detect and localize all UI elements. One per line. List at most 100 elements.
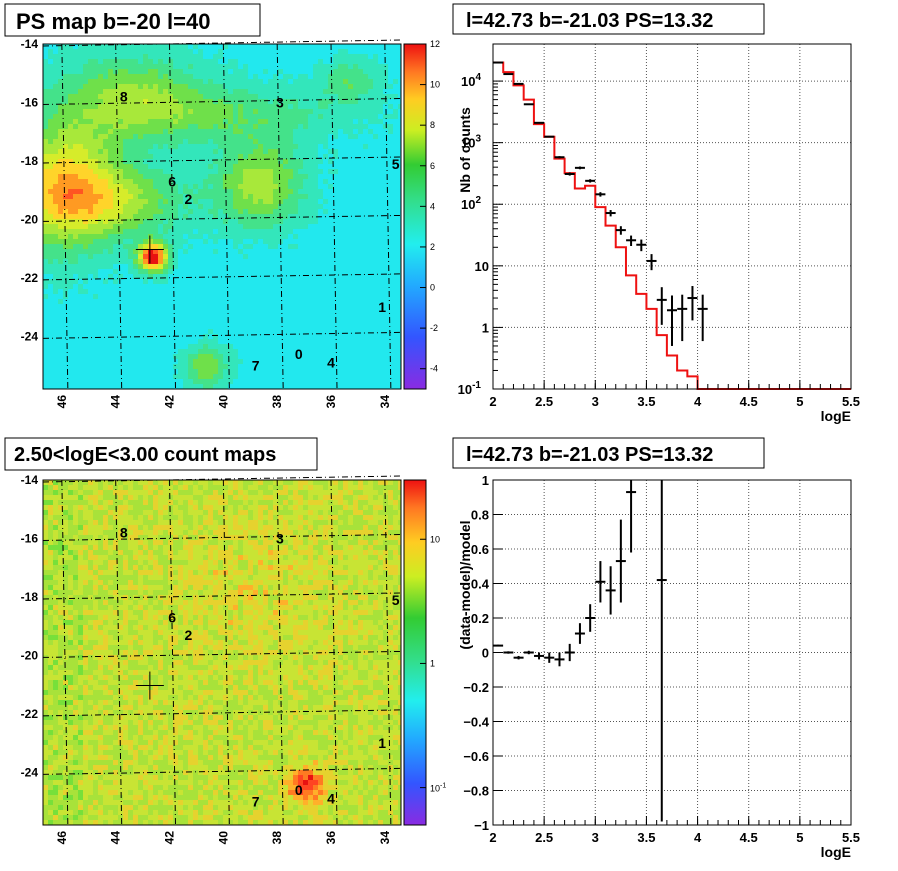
heatmap-cell: [168, 550, 173, 555]
heatmap-cell: [283, 565, 288, 570]
heatmap-cell: [233, 94, 238, 99]
heatmap-cell: [208, 139, 213, 144]
heatmap-cell: [143, 635, 148, 640]
heatmap-cell: [243, 224, 248, 229]
heatmap-cell: [353, 625, 358, 630]
heatmap-cell: [113, 164, 118, 169]
heatmap-cell: [223, 550, 228, 555]
heatmap-cell: [248, 485, 253, 490]
heatmap-cell: [163, 199, 168, 204]
heatmap-cell: [183, 189, 188, 194]
heatmap-cell: [258, 214, 263, 219]
heatmap-cell: [398, 615, 401, 620]
heatmap-cell: [243, 625, 248, 630]
heatmap-cell: [308, 485, 313, 490]
heatmap-cell: [128, 109, 133, 114]
heatmap-cell: [83, 525, 88, 530]
heatmap-cell: [338, 555, 343, 560]
heatmap-cell: [258, 620, 263, 625]
heatmap-cell: [198, 199, 203, 204]
heatmap-cell: [273, 535, 278, 540]
heatmap-cell: [108, 144, 113, 149]
heatmap-cell: [58, 149, 63, 154]
heatmap-cell: [303, 179, 308, 184]
heatmap-cell: [83, 274, 88, 279]
heatmap-cell: [238, 540, 243, 545]
heatmap-cell: [248, 149, 253, 154]
heatmap-cell: [63, 174, 68, 179]
heatmap-cell: [258, 515, 263, 520]
heatmap-cell: [283, 194, 288, 199]
heatmap-cell: [213, 545, 218, 550]
heatmap-cell: [123, 640, 128, 645]
heatmap-cell: [383, 485, 388, 490]
heatmap-cell: [78, 84, 83, 89]
heatmap-cell: [188, 590, 193, 595]
heatmap-cell: [243, 174, 248, 179]
heatmap-cell: [288, 590, 293, 595]
heatmap-cell: [123, 174, 128, 179]
heatmap-cell: [373, 635, 378, 640]
heatmap-cell: [223, 144, 228, 149]
heatmap-cell: [158, 254, 163, 259]
heatmap-cell: [63, 104, 68, 109]
heatmap-cell: [383, 525, 388, 530]
heatmap-cell: [263, 580, 268, 585]
heatmap-cell: [83, 515, 88, 520]
heatmap-cell: [278, 635, 283, 640]
heatmap-cell: [203, 184, 208, 189]
heatmap-cell: [293, 630, 298, 635]
heatmap-cell: [278, 590, 283, 595]
heatmap-cell: [98, 99, 103, 104]
heatmap-cell: [143, 84, 148, 89]
heatmap-cell: [193, 144, 198, 149]
heatmap-cell: [233, 495, 238, 500]
heatmap-cell: [48, 79, 53, 84]
heatmap-cell: [93, 124, 98, 129]
heatmap-cell: [133, 199, 138, 204]
heatmap-cell: [353, 590, 358, 595]
heatmap-cell: [198, 114, 203, 119]
heatmap-cell: [223, 79, 228, 84]
heatmap-cell: [88, 94, 93, 99]
heatmap-cell: [163, 590, 168, 595]
heatmap-cell: [313, 189, 318, 194]
heatmap-cell: [43, 259, 48, 264]
heatmap-cell: [358, 510, 363, 515]
heatmap-cell: [143, 189, 148, 194]
heatmap-cell: [363, 535, 368, 540]
heatmap-cell: [163, 124, 168, 129]
heatmap-cell: [368, 495, 373, 500]
heatmap-cell: [308, 605, 313, 610]
heatmap-cell: [63, 194, 68, 199]
heatmap-cell: [388, 545, 393, 550]
heatmap-cell: [153, 480, 158, 485]
heatmap-cell: [338, 590, 343, 595]
heatmap-cell: [313, 485, 318, 490]
heatmap-cell: [218, 234, 223, 239]
heatmap-cell: [223, 154, 228, 159]
heatmap-cell: [143, 164, 148, 169]
heatmap-cell: [113, 249, 118, 254]
heatmap-cell: [78, 134, 83, 139]
heatmap-cell: [193, 159, 198, 164]
heatmap-cell: [318, 595, 323, 600]
heatmap-cell: [188, 139, 193, 144]
heatmap-cell: [63, 214, 68, 219]
heatmap-cell: [138, 194, 143, 199]
heatmap-cell: [88, 525, 93, 530]
heatmap-cell: [223, 565, 228, 570]
heatmap-cell: [238, 239, 243, 244]
heatmap-cell: [93, 620, 98, 625]
heatmap-cell: [93, 495, 98, 500]
heatmap-cell: [158, 580, 163, 585]
heatmap-cell: [323, 114, 328, 119]
heatmap-cell: [68, 545, 73, 550]
heatmap-cell: [338, 605, 343, 610]
heatmap-cell: [103, 520, 108, 525]
heatmap-cell: [193, 169, 198, 174]
heatmap-cell: [218, 124, 223, 129]
heatmap-cell: [298, 94, 303, 99]
heatmap-cell: [158, 585, 163, 590]
heatmap-cell: [208, 359, 213, 364]
